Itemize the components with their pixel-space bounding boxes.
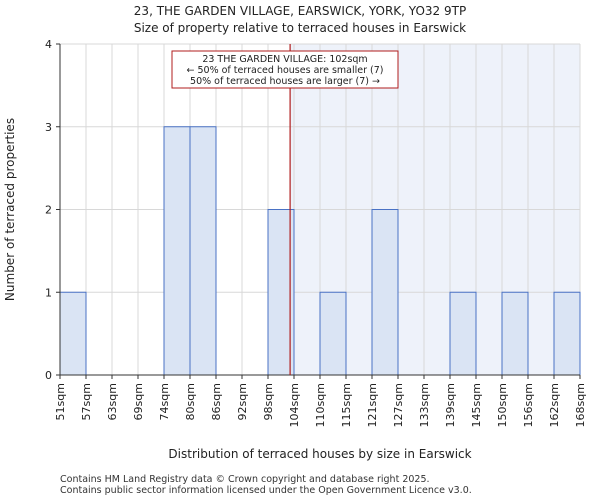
y-tick-label: 0 — [45, 369, 52, 382]
x-tick-label: 57sqm — [80, 383, 93, 420]
x-tick-label: 69sqm — [132, 383, 145, 420]
x-tick-label: 162sqm — [548, 383, 561, 427]
x-tick-label: 156sqm — [522, 383, 535, 427]
x-tick-label: 168sqm — [574, 383, 587, 427]
x-tick-label: 80sqm — [184, 383, 197, 420]
annotation-line-2: ← 50% of terraced houses are smaller (7) — [187, 65, 384, 76]
bar — [371, 209, 399, 376]
chart-subtitle: Size of property relative to terraced ho… — [133, 21, 467, 35]
y-tick-label: 3 — [45, 121, 52, 134]
x-tick-label: 92sqm — [236, 383, 249, 420]
bar — [59, 291, 87, 376]
bar — [319, 291, 347, 376]
bar — [449, 291, 477, 376]
bar — [553, 291, 581, 376]
chart-title: 23, THE GARDEN VILLAGE, EARSWICK, YORK, … — [133, 4, 467, 18]
annotation-line-1: 23 THE GARDEN VILLAGE: 102sqm — [202, 54, 367, 65]
bar — [163, 126, 191, 376]
x-tick-label: 145sqm — [470, 383, 483, 427]
annotation-box — [171, 50, 399, 89]
bar — [189, 126, 217, 376]
x-tick-label: 98sqm — [262, 383, 275, 420]
x-tick-label: 139sqm — [444, 383, 457, 427]
y-tick-label: 4 — [45, 38, 52, 51]
x-axis-title: Distribution of terraced houses by size … — [168, 447, 471, 461]
x-tick-label: 127sqm — [392, 383, 405, 427]
bar — [501, 291, 529, 376]
x-tick-label: 63sqm — [106, 383, 119, 420]
footer-line-2: Contains public sector information licen… — [60, 485, 472, 496]
x-tick-label: 74sqm — [158, 383, 171, 420]
x-tick-label: 86sqm — [210, 383, 223, 420]
y-axis-title: Number of terraced properties — [3, 118, 17, 301]
x-tick-label: 104sqm — [288, 383, 301, 427]
annotation-line-3: 50% of terraced houses are larger (7) → — [190, 76, 380, 87]
x-tick-label: 115sqm — [340, 383, 353, 427]
x-tick-label: 110sqm — [314, 383, 327, 427]
x-tick-label: 150sqm — [496, 383, 509, 427]
x-tick-label: 133sqm — [418, 383, 431, 427]
footer-line-1: Contains HM Land Registry data © Crown c… — [60, 474, 430, 485]
y-tick-label: 1 — [45, 286, 52, 299]
x-tick-label: 121sqm — [366, 383, 379, 427]
x-tick-label: 51sqm — [54, 383, 67, 420]
y-tick-label: 2 — [45, 204, 52, 217]
